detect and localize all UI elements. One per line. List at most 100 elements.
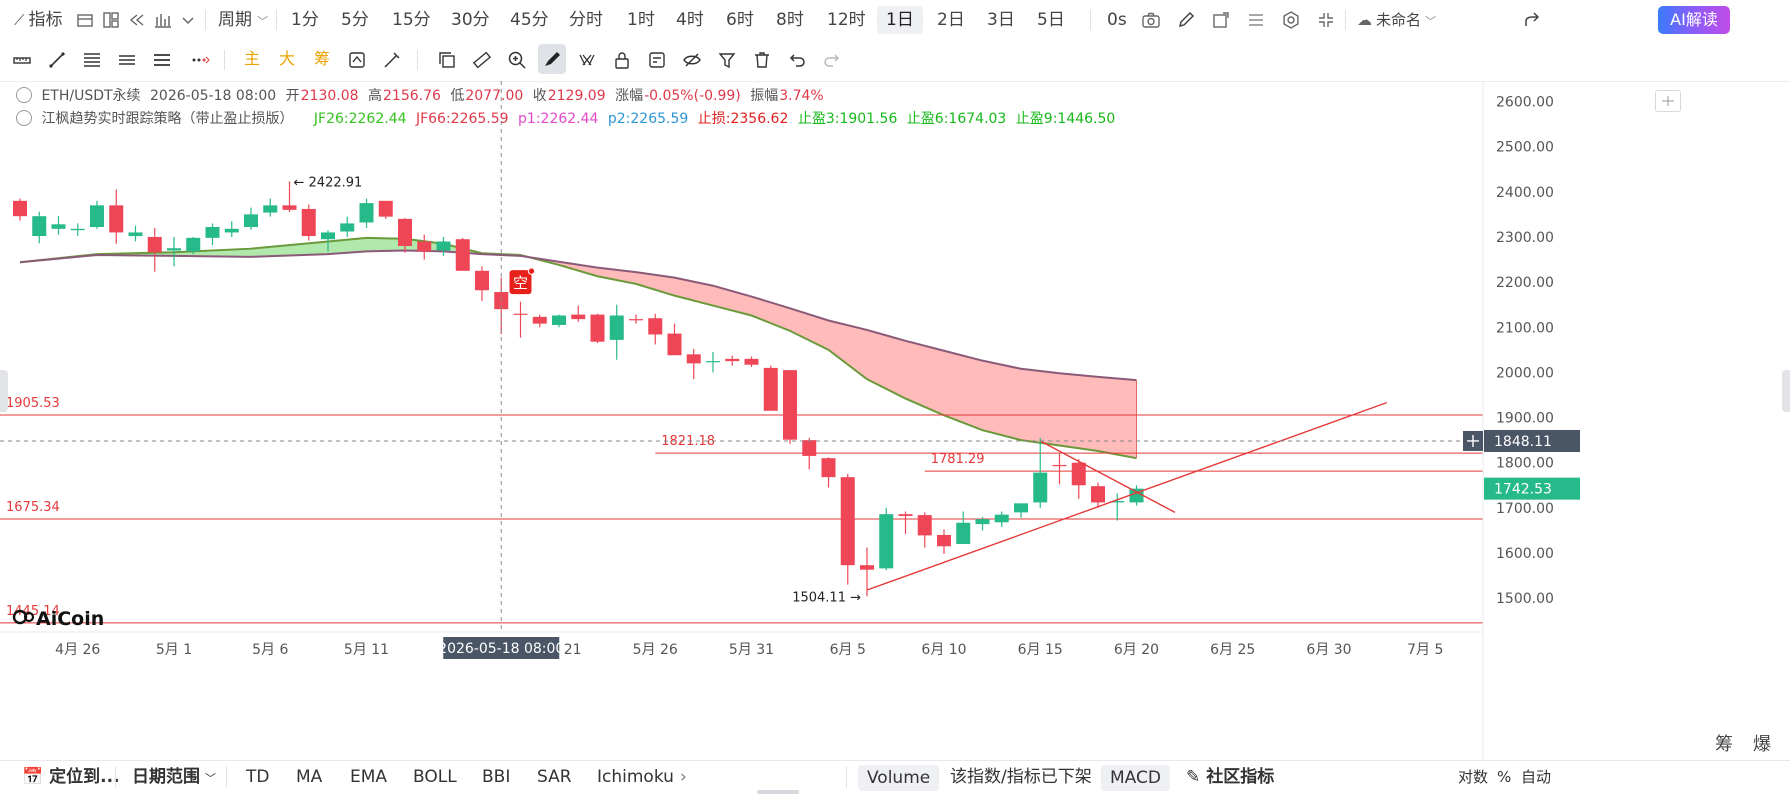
- copy-icon[interactable]: [437, 50, 457, 70]
- chart-maximize-icon[interactable]: [1655, 90, 1681, 112]
- period-dropdown[interactable]: 周期 ﹀: [218, 10, 268, 30]
- list-settings-icon[interactable]: [1246, 10, 1266, 30]
- hide-drawing-icon[interactable]: [682, 50, 702, 70]
- indicators-button[interactable]: ⟋ 指标: [14, 10, 63, 30]
- ruler-icon[interactable]: [12, 50, 32, 70]
- volume-indicator-button[interactable]: Volume: [858, 765, 940, 791]
- countdown-text: 0s: [1107, 10, 1127, 30]
- calendar-icon[interactable]: [75, 10, 95, 30]
- auto-scale-toggle[interactable]: 自动: [1521, 768, 1552, 786]
- indicator-boll[interactable]: BOLL: [413, 767, 457, 787]
- indicator-ma[interactable]: MA: [296, 767, 323, 787]
- period-45m[interactable]: 45分: [510, 10, 549, 30]
- new-window-icon[interactable]: [1211, 10, 1231, 30]
- zoom-in-icon[interactable]: [507, 50, 527, 70]
- parallel-channel-icon[interactable]: [117, 50, 137, 70]
- big-order-tool[interactable]: 大: [279, 49, 296, 68]
- close-value: 2129.09: [547, 88, 606, 104]
- trend-line: [866, 401, 1387, 591]
- percent-scale-toggle[interactable]: %: [1497, 768, 1512, 786]
- chip-tool[interactable]: 筹: [314, 49, 331, 68]
- indicator-td[interactable]: TD: [246, 767, 270, 787]
- date-range-dropdown[interactable]: 日期范围 ﹀: [132, 767, 216, 787]
- fullscreen-icon[interactable]: [1316, 10, 1336, 30]
- camera-icon[interactable]: [1141, 10, 1161, 30]
- candle-body: [378, 200, 393, 217]
- period-5d[interactable]: 5日: [1037, 10, 1065, 30]
- period-1h[interactable]: 1时: [627, 10, 655, 30]
- trend-lines: [866, 401, 1387, 591]
- candle-body: [783, 370, 797, 440]
- crosshair-price-label: 1848.11: [1494, 434, 1552, 450]
- layout-name-dropdown[interactable]: ☁ 未命名 ﹀: [1357, 11, 1437, 29]
- period-timeshare[interactable]: 分时: [569, 10, 603, 30]
- indicator-sar[interactable]: SAR: [537, 767, 572, 787]
- locate-button[interactable]: 📅 定位到...: [22, 767, 120, 787]
- burst-icon[interactable]: 爆: [1753, 734, 1771, 755]
- period-15m[interactable]: 15分: [392, 10, 431, 30]
- signal-dot: [527, 267, 536, 275]
- right-collapse-handle[interactable]: [1782, 370, 1790, 412]
- period-4h[interactable]: 4时: [676, 10, 704, 30]
- brush-icon[interactable]: [538, 44, 566, 74]
- magnet-icon[interactable]: [577, 50, 597, 70]
- period-8h[interactable]: 8时: [776, 10, 804, 30]
- filter-icon[interactable]: [717, 50, 737, 70]
- ema-slow-line: [19, 249, 1137, 382]
- candle-body: [244, 214, 258, 228]
- x-tick-label: 4月 26: [55, 642, 100, 658]
- collapse-icon[interactable]: [16, 87, 32, 103]
- ai-interpret-button[interactable]: AI解读: [1658, 6, 1730, 34]
- calendar-icon: 📅: [22, 767, 44, 787]
- measure-icon[interactable]: [472, 50, 492, 70]
- period-1m[interactable]: 1分: [291, 10, 319, 30]
- ema-fill-segment: [174, 248, 251, 257]
- period-2d[interactable]: 2日: [937, 10, 965, 30]
- fib-lines-icon[interactable]: [82, 50, 102, 70]
- redo-icon[interactable]: [822, 50, 842, 70]
- gear-icon[interactable]: [1281, 10, 1301, 30]
- trend-line-icon[interactable]: [47, 50, 67, 70]
- chip-icon[interactable]: 筹: [1715, 734, 1733, 755]
- delisted-indicator-notice[interactable]: 该指数/指标已下架: [950, 767, 1092, 787]
- horizontal-level-label: 1445.14: [6, 604, 60, 619]
- period-1d[interactable]: 1日: [877, 6, 923, 34]
- candle-body: [205, 227, 220, 238]
- candlestick-chart[interactable]: 1905.53 1821.18 1781.29 1675.34 1445.14 ← 24…: [0, 0, 1790, 760]
- community-indicators-button[interactable]: ✎ 社区指标: [1186, 767, 1275, 787]
- resize-handle[interactable]: [757, 790, 799, 794]
- undo-icon[interactable]: [787, 50, 807, 70]
- chevron-down-icon[interactable]: [178, 10, 198, 30]
- left-collapse-handle[interactable]: [0, 370, 8, 412]
- share-icon[interactable]: [1522, 10, 1542, 30]
- template-icon[interactable]: [647, 50, 667, 70]
- period-3d[interactable]: 3日: [987, 10, 1015, 30]
- indicator-ichimoku[interactable]: Ichimoku: [597, 767, 674, 787]
- indicator-ema[interactable]: EMA: [350, 767, 388, 787]
- main-chart-tool[interactable]: 主: [244, 49, 261, 68]
- candle-type-icon[interactable]: [153, 10, 173, 30]
- log-scale-toggle[interactable]: 对数: [1458, 768, 1489, 786]
- collapse-icon[interactable]: [16, 110, 32, 126]
- period-5m[interactable]: 5分: [341, 10, 369, 30]
- layout-icon[interactable]: [101, 10, 121, 30]
- macd-indicator-button[interactable]: MACD: [1101, 765, 1170, 791]
- pencil-icon[interactable]: [1176, 10, 1196, 30]
- y-tick-label: 2500.00: [1496, 140, 1554, 156]
- ema-fill-segment: [751, 296, 790, 331]
- rewind-icon[interactable]: [127, 10, 147, 30]
- period-12h[interactable]: 12时: [827, 10, 866, 30]
- more-tools-icon[interactable]: [190, 50, 210, 70]
- lock-icon[interactable]: [612, 50, 632, 70]
- indicator-bbi[interactable]: BBI: [482, 767, 511, 787]
- candle-body: [340, 223, 355, 232]
- horizontal-lines-icon[interactable]: [152, 50, 172, 70]
- period-30m[interactable]: 30分: [451, 10, 490, 30]
- pen-line-icon[interactable]: [382, 50, 402, 70]
- chevron-right-icon[interactable]: ›: [680, 767, 687, 787]
- trash-icon[interactable]: [752, 50, 772, 70]
- period-6h[interactable]: 6时: [726, 10, 754, 30]
- sync-icon[interactable]: [347, 50, 367, 70]
- drawing-toolbar: [0, 40, 1790, 82]
- candle-body: [436, 241, 451, 251]
